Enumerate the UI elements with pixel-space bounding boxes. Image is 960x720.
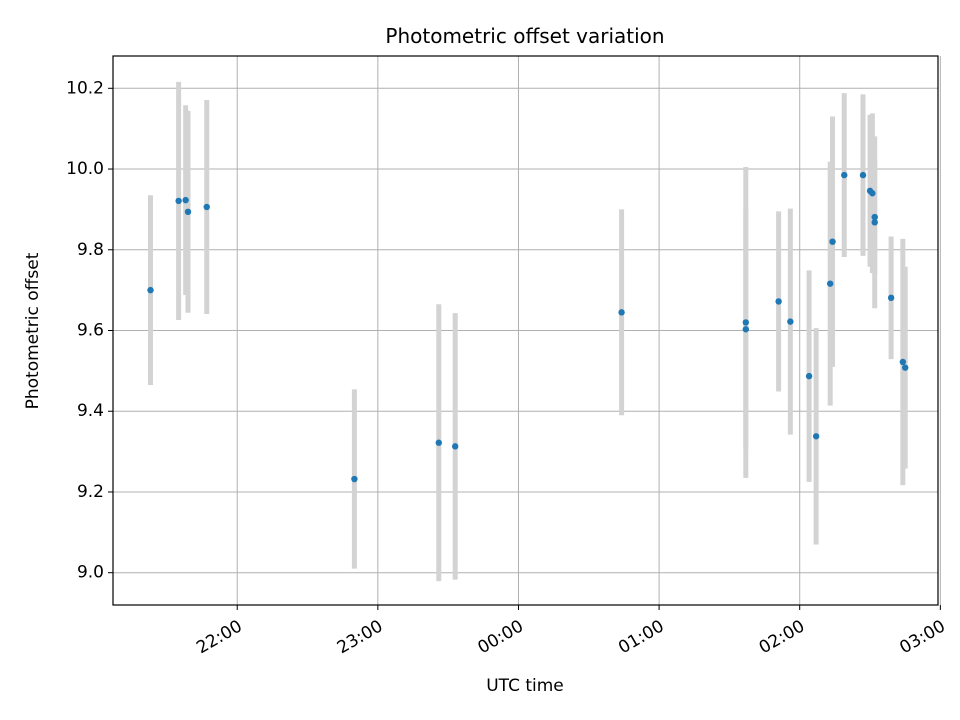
x-tick-label: 00:00 bbox=[475, 616, 527, 658]
data-point bbox=[147, 286, 154, 294]
y-tick-label: 9.2 bbox=[77, 482, 104, 502]
x-tick-label: 02:00 bbox=[756, 616, 808, 658]
x-tick-label: 01:00 bbox=[615, 616, 667, 658]
data-point bbox=[435, 439, 442, 446]
x-axis-label: UTC time bbox=[486, 676, 564, 696]
data-point bbox=[859, 171, 867, 179]
y-tick-label: 9.0 bbox=[77, 563, 104, 583]
y-axis-label: Photometric offset bbox=[23, 252, 43, 409]
data-point bbox=[742, 326, 750, 333]
y-tick-label: 10.2 bbox=[66, 78, 104, 98]
x-tick-label: 03:00 bbox=[896, 616, 948, 658]
data-point bbox=[805, 372, 813, 380]
data-point bbox=[901, 364, 909, 371]
data-point bbox=[826, 280, 834, 287]
error-bars bbox=[148, 81, 908, 582]
data-point bbox=[871, 213, 878, 221]
data-point bbox=[742, 319, 750, 326]
x-tick-label: 22:00 bbox=[193, 616, 245, 658]
data-point bbox=[841, 171, 848, 179]
x-tick-label: 23:00 bbox=[334, 616, 386, 658]
data-point bbox=[812, 433, 820, 440]
data-point bbox=[775, 298, 782, 305]
data-point bbox=[203, 203, 210, 211]
grid bbox=[113, 56, 941, 605]
data-point bbox=[829, 238, 836, 245]
data-points bbox=[147, 171, 909, 483]
data-point bbox=[175, 197, 182, 205]
data-point bbox=[184, 208, 192, 216]
chart-title: Photometric offset variation bbox=[385, 24, 664, 48]
data-point bbox=[618, 309, 625, 316]
y-tick-label: 9.8 bbox=[77, 240, 104, 260]
data-point bbox=[451, 443, 459, 450]
data-point bbox=[887, 294, 895, 302]
data-point bbox=[351, 475, 358, 483]
data-point bbox=[899, 358, 907, 366]
data-point bbox=[869, 190, 876, 197]
data-point bbox=[787, 318, 794, 325]
y-tick-label: 10.0 bbox=[66, 159, 104, 179]
data-point bbox=[182, 196, 189, 204]
y-tick-label: 9.4 bbox=[77, 401, 104, 421]
data-point bbox=[871, 219, 878, 226]
y-tick-label: 9.6 bbox=[77, 321, 104, 341]
